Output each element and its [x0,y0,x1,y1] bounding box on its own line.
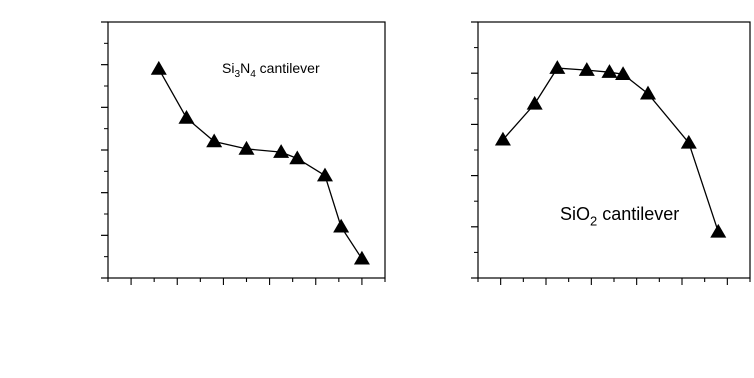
annotation-text: cantilever [597,204,679,224]
data-point-triangle [206,133,223,148]
data-point-triangle [680,134,697,149]
annotation-text: Si [222,60,234,76]
annotation-subscript: 2 [590,213,597,228]
annotation-text: cantilever [256,60,320,76]
data-point-triangle [289,150,306,165]
annotation-subscript: 4 [250,69,256,80]
data-point-triangle [640,85,656,100]
cantilever-annotation: Si3N4 cantilever [222,60,320,80]
data-point-triangle [526,95,543,110]
data-point-triangle [316,167,333,182]
data-point-triangle [601,64,618,78]
series-line [158,68,363,260]
chart-panel-2: SiO2 cantilever [471,21,751,285]
data-point-triangle [238,140,255,155]
plot-frame [477,21,751,279]
data-point-triangle [549,60,566,74]
data-point-triangle [150,60,167,75]
data-point-triangle [578,62,595,76]
cantilever-annotation: SiO2 cantilever [560,204,679,228]
data-point-triangle [273,144,290,158]
data-point-triangle [710,223,727,238]
chart-panel-1: Si3N4 cantilever [101,21,386,285]
data-point-triangle [353,250,370,265]
data-point-triangle [178,110,195,124]
annotation-subscript: 3 [234,69,240,80]
annotation-text: N [240,60,250,76]
data-point-triangle [494,131,511,146]
data-point-triangle [615,66,632,80]
annotation-text: SiO [560,204,590,224]
data-point-triangle [333,218,350,233]
